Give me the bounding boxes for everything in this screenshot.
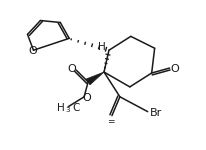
Text: Br: Br (150, 108, 162, 118)
Text: =: = (107, 117, 115, 126)
Text: H: H (56, 103, 64, 113)
Polygon shape (86, 72, 104, 85)
Text: 3: 3 (65, 107, 69, 113)
Text: C: C (72, 103, 80, 113)
Text: O: O (83, 93, 91, 103)
Text: O: O (68, 64, 77, 74)
Text: H: H (98, 42, 106, 52)
Text: O: O (170, 64, 179, 74)
Text: O: O (28, 46, 37, 56)
